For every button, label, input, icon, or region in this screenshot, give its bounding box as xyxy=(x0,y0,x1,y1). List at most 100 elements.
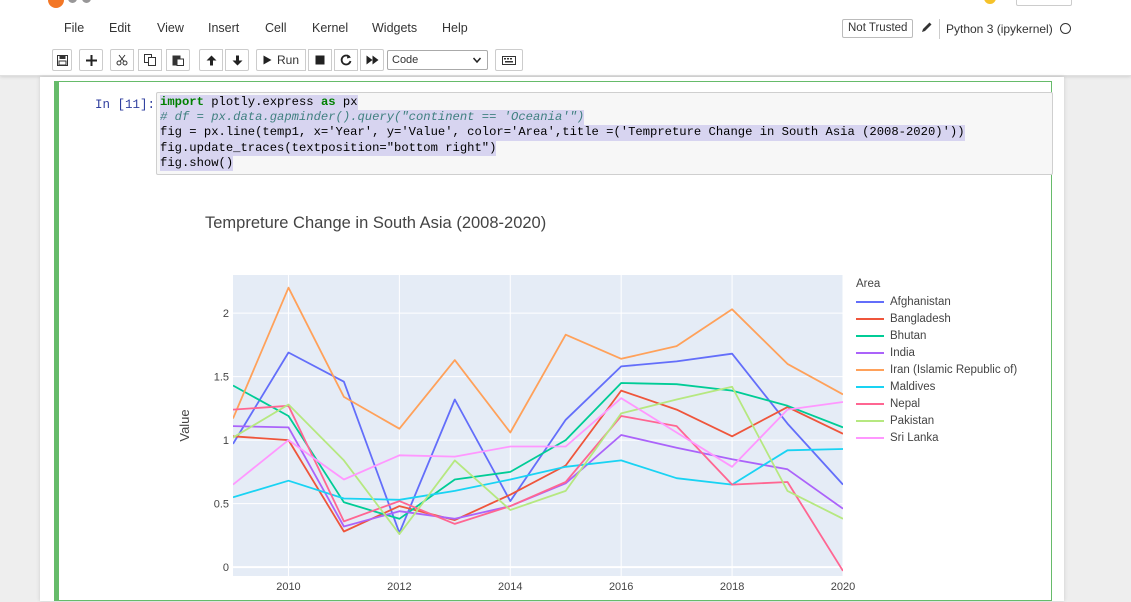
menu-cell[interactable]: Cell xyxy=(265,21,287,35)
x-tick-label: 2014 xyxy=(498,581,522,593)
legend-item[interactable]: Bangladesh xyxy=(856,310,951,327)
y-tick-label: 0.5 xyxy=(214,499,229,511)
legend-swatch xyxy=(856,403,884,406)
x-tick-label: 2020 xyxy=(831,581,855,593)
legend-item[interactable]: India xyxy=(856,344,915,361)
arrow-up-icon xyxy=(206,55,216,65)
restart-icon xyxy=(340,54,352,66)
logo-mark xyxy=(82,0,91,3)
legend-item[interactable]: Nepal xyxy=(856,396,920,413)
pencil-icon[interactable] xyxy=(920,20,934,34)
restart-run-all-button[interactable] xyxy=(360,49,384,71)
code-token: px xyxy=(342,95,358,109)
kernel-logo-icon xyxy=(984,0,996,4)
kernel-name[interactable]: Python 3 (ipykernel) xyxy=(939,19,1053,39)
logo-mark xyxy=(48,0,64,8)
x-tick-label: 2010 xyxy=(276,581,300,593)
code-line: fig.show() xyxy=(160,155,1049,171)
y-tick-label: 0 xyxy=(223,562,229,574)
line-chart[interactable]: 2010 2012 2014 2016 2018 2020 0 0.5 1 1.5 2 Value xyxy=(156,194,1053,602)
play-icon xyxy=(263,55,272,65)
series-line-iran-islamic-republic-of xyxy=(233,286,843,434)
logout-button[interactable] xyxy=(1016,0,1072,6)
series-line-pakistan xyxy=(233,385,843,536)
chart-title: Tempreture Change in South Asia (2008-20… xyxy=(205,214,547,232)
cell-type-select[interactable]: Code xyxy=(387,50,488,70)
legend-label: Bhutan xyxy=(890,329,927,342)
legend-item[interactable]: Maldives xyxy=(856,379,935,396)
legend-swatch xyxy=(856,420,884,423)
cut-icon xyxy=(116,54,128,66)
menu-view[interactable]: View xyxy=(157,21,184,35)
notebook-container: In [11]: import plotly.express as px # d… xyxy=(40,77,1064,601)
paste-icon xyxy=(172,55,184,66)
legend-label: Afghanistan xyxy=(890,295,951,308)
legend-item[interactable]: Iran (Islamic Republic of) xyxy=(856,361,1017,378)
cut-button[interactable] xyxy=(110,49,134,71)
copy-button[interactable] xyxy=(138,49,162,71)
insert-cell-button[interactable] xyxy=(79,49,103,71)
code-line: # df = px.data.gapminder().query("contin… xyxy=(160,110,1049,126)
save-icon xyxy=(56,54,68,66)
plus-icon xyxy=(85,54,97,66)
series-line-bangladesh xyxy=(233,389,843,533)
legend-swatch xyxy=(856,437,884,440)
code-editor[interactable]: import plotly.express as px # df = px.da… xyxy=(156,92,1053,175)
chevron-down-icon xyxy=(473,57,481,64)
menu-kernel[interactable]: Kernel xyxy=(312,21,349,35)
menu-help[interactable]: Help xyxy=(442,21,468,35)
notebook-header: File Edit View Insert Cell Kernel Widget… xyxy=(0,0,1131,76)
y-tick-label: 1 xyxy=(223,435,229,447)
cell-output: 2010 2012 2014 2016 2018 2020 0 0.5 1 1.5 2 Value T… xyxy=(156,194,1053,602)
legend-swatch xyxy=(856,351,884,354)
legend-label: Sri Lanka xyxy=(890,432,939,445)
paste-button[interactable] xyxy=(166,49,190,71)
series-line-nepal xyxy=(233,404,843,572)
menu-insert[interactable]: Insert xyxy=(208,21,240,35)
fast-forward-icon xyxy=(366,55,378,65)
code-token: import xyxy=(160,95,204,109)
code-comment: # df = px.data.gapminder().query("contin… xyxy=(160,110,585,125)
menu-edit[interactable]: Edit xyxy=(109,21,131,35)
legend-label: Maldives xyxy=(890,381,936,393)
jupyter-logo[interactable] xyxy=(44,0,104,8)
legend-item[interactable]: Afghanistan xyxy=(856,293,951,310)
move-down-button[interactable] xyxy=(225,49,249,71)
legend-label: Bangladesh xyxy=(890,312,951,325)
legend-item[interactable]: Sri Lanka xyxy=(856,430,939,447)
legend-label: Iran (Islamic Republic of) xyxy=(890,363,1018,376)
input-prompt: In [11]: xyxy=(95,98,156,112)
y-tick-label: 2 xyxy=(223,308,229,320)
move-up-button[interactable] xyxy=(199,49,223,71)
legend-item[interactable]: Bhutan xyxy=(856,327,926,344)
toolbar: Run Code xyxy=(50,48,1075,74)
legend-swatch xyxy=(856,386,884,388)
save-button[interactable] xyxy=(52,49,72,71)
menu-file[interactable]: File xyxy=(64,21,85,35)
menu-widgets[interactable]: Widgets xyxy=(372,21,418,35)
code-line: fig.update_traces(textposition="bottom r… xyxy=(160,140,1049,156)
stop-icon xyxy=(315,55,325,65)
y-axis-label: Value xyxy=(177,409,192,441)
trust-button[interactable]: Not Trusted xyxy=(842,19,914,38)
code-text: fig.update_traces(textposition="bottom r… xyxy=(160,140,497,156)
legend-label: Pakistan xyxy=(890,415,935,428)
run-button[interactable]: Run xyxy=(256,49,306,71)
legend-swatch xyxy=(856,368,884,371)
command-palette-button[interactable] xyxy=(495,49,523,71)
code-token: as xyxy=(320,95,336,109)
keyboard-icon xyxy=(502,55,516,65)
x-tick-label: 2012 xyxy=(387,581,411,593)
restart-button[interactable] xyxy=(334,49,358,71)
code-line: import plotly.express as px xyxy=(160,95,1049,111)
legend-item[interactable]: Pakistan xyxy=(856,413,934,430)
code-line: fig = px.line(temp1, x='Year', y='Value'… xyxy=(160,125,1049,141)
legend-title: Area xyxy=(856,278,881,290)
legend-label: India xyxy=(890,346,915,359)
code-cell[interactable]: In [11]: import plotly.express as px # d… xyxy=(54,81,1053,602)
interrupt-button[interactable] xyxy=(308,49,332,71)
menu-bar: File Edit View Insert Cell Kernel Widget… xyxy=(50,14,1075,44)
series-line-sri-lanka xyxy=(233,397,843,486)
legend-swatch xyxy=(856,334,884,337)
legend-swatch xyxy=(856,317,884,320)
